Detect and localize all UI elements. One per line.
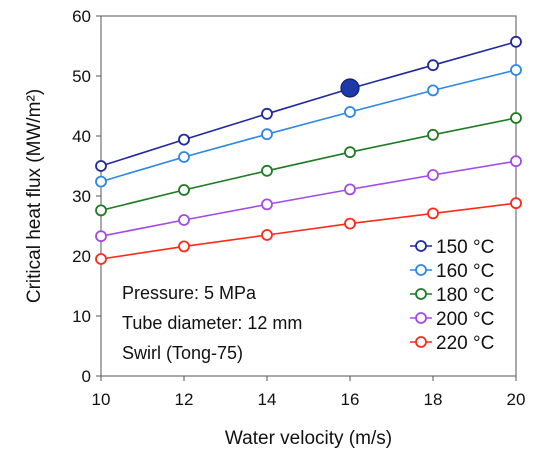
data-point <box>427 84 439 97</box>
annotations: Pressure: 5 MPa Tube diameter: 12 mm Swirl… <box>122 283 302 363</box>
x-tick-label: 10 <box>92 390 111 409</box>
legend-swatch-marker <box>415 240 427 252</box>
data-point <box>178 214 190 226</box>
x-tick-label: 16 <box>341 390 360 409</box>
legend-label: 150 °C <box>436 237 494 258</box>
data-point <box>261 128 273 141</box>
data-point <box>95 175 107 188</box>
data-point <box>178 133 190 146</box>
legend-swatch-marker <box>415 288 427 300</box>
legend-swatch-marker <box>415 336 427 348</box>
legend: 150 °C 160 °C 180 °C 200 °C 220 °C <box>410 237 494 354</box>
data-point <box>344 217 356 230</box>
x-tick-label: 20 <box>507 390 526 409</box>
data-point <box>344 106 356 118</box>
highlight-layer <box>340 78 360 98</box>
x-axis-label: Water velocity (m/s) <box>225 428 392 449</box>
data-point <box>95 204 107 217</box>
data-point <box>261 164 273 177</box>
y-tick-label: 10 <box>72 307 91 326</box>
data-point <box>510 112 522 124</box>
legend-label: 160 °C <box>436 261 494 282</box>
legend-label: 200 °C <box>436 309 494 330</box>
data-point <box>510 155 522 168</box>
legend-swatch-marker <box>415 312 427 324</box>
data-point <box>261 229 273 241</box>
data-point <box>261 198 273 211</box>
data-point <box>178 240 190 253</box>
x-axis-ticks: 10 12 14 16 18 20 <box>92 376 526 409</box>
x-tick-label: 12 <box>175 390 194 409</box>
legend-swatch-marker <box>415 264 427 276</box>
data-point <box>95 230 107 243</box>
data-point <box>95 253 107 265</box>
data-point <box>427 59 439 72</box>
data-point <box>427 207 439 220</box>
y-tick-label: 60 <box>72 7 91 26</box>
x-tick-label: 14 <box>258 390 277 409</box>
series-line-3 <box>100 160 517 237</box>
x-tick-label: 18 <box>424 390 443 409</box>
annotation-line: Tube diameter: 12 mm <box>122 313 302 333</box>
y-tick-label: 50 <box>72 67 91 86</box>
data-point <box>261 107 273 120</box>
y-tick-label: 0 <box>82 367 91 386</box>
y-tick-label: 20 <box>72 247 91 266</box>
data-point <box>95 160 107 172</box>
series-line-0 <box>100 41 517 167</box>
data-point <box>510 64 522 76</box>
series-line-1 <box>100 69 517 183</box>
y-tick-label: 30 <box>72 187 91 206</box>
data-point <box>178 151 190 163</box>
data-point <box>344 146 356 159</box>
y-axis-label: Critical heat flux (MW/m²) <box>24 89 45 303</box>
data-point <box>427 128 439 141</box>
annotation-line: Pressure: 5 MPa <box>122 283 257 303</box>
data-point <box>344 183 356 196</box>
data-point <box>510 197 522 210</box>
y-tick-label: 40 <box>72 127 91 146</box>
legend-label: 220 °C <box>436 333 494 354</box>
annotation-line: Swirl (Tong-75) <box>122 343 243 363</box>
series-layer <box>95 35 522 265</box>
highlight-point <box>340 78 360 98</box>
series-line-4 <box>100 202 517 260</box>
legend-label: 180 °C <box>436 285 494 306</box>
data-point <box>510 35 522 48</box>
y-axis-ticks: 0 10 20 30 40 50 60 <box>72 7 101 386</box>
data-point <box>178 184 190 196</box>
data-point <box>427 169 439 181</box>
series-line-2 <box>100 117 517 212</box>
